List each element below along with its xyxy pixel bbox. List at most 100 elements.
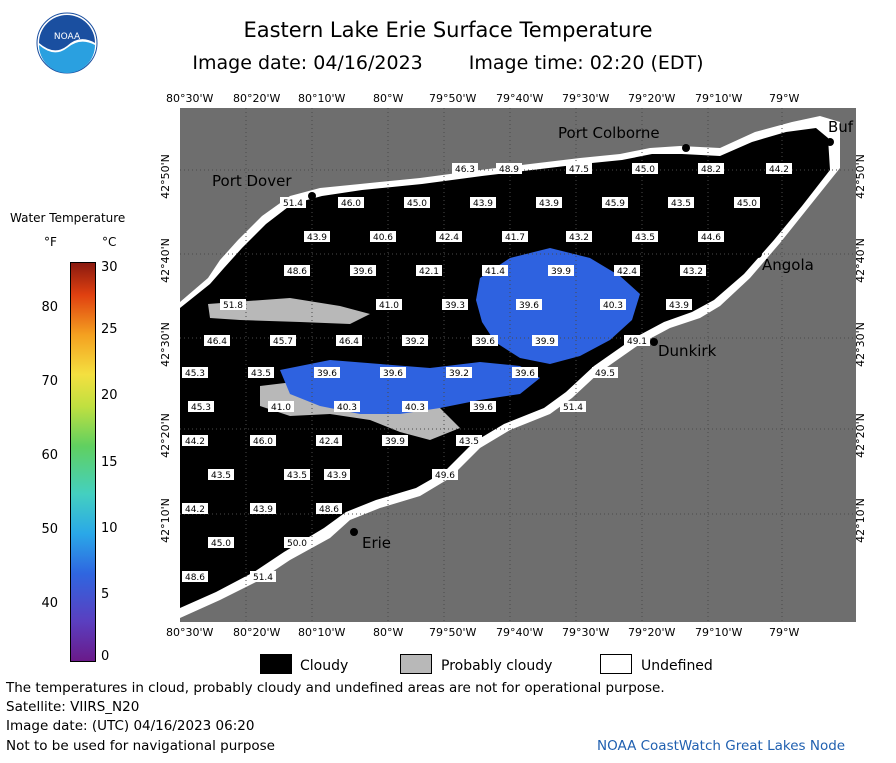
temperature-label: 39.2 <box>402 335 428 347</box>
f-tick: 50 <box>41 522 58 537</box>
temperature-label: 43.5 <box>284 469 310 481</box>
svg-text:39.6: 39.6 <box>317 369 337 379</box>
temperature-label: 43.9 <box>470 197 496 209</box>
temperature-label: 44.2 <box>182 503 208 515</box>
temperature-label: 46.3 <box>452 163 478 175</box>
svg-text:45.0: 45.0 <box>737 199 757 209</box>
svg-text:47.5: 47.5 <box>569 165 589 175</box>
lon-tick: 79°50'W <box>429 92 477 105</box>
lon-tick: 79°40'W <box>496 626 544 639</box>
svg-text:39.9: 39.9 <box>385 437 405 447</box>
temperature-label: 45.0 <box>208 537 234 549</box>
svg-text:39.6: 39.6 <box>519 301 539 311</box>
temperature-label: 45.3 <box>182 367 208 379</box>
temperature-label: 45.0 <box>404 197 430 209</box>
temperature-label: 43.9 <box>324 469 350 481</box>
city-markers <box>308 138 834 536</box>
lat-tick: 42°40'N <box>158 238 172 283</box>
temperature-label: 45.0 <box>632 163 658 175</box>
temperature-label: 39.6 <box>470 401 496 413</box>
svg-text:43.2: 43.2 <box>569 233 589 243</box>
legend-probably-cloudy-swatch <box>400 654 432 674</box>
temperature-label: 44.2 <box>182 435 208 447</box>
city-buffalo: Buf <box>828 118 854 136</box>
lon-tick: 80°30'W <box>166 92 214 105</box>
svg-text:39.2: 39.2 <box>449 369 469 379</box>
f-tick: 70 <box>41 374 58 389</box>
c-tick: 10 <box>101 521 118 536</box>
lon-tick: 80°10'W <box>298 626 346 639</box>
svg-text:48.6: 48.6 <box>287 267 307 277</box>
svg-text:39.6: 39.6 <box>475 337 495 347</box>
svg-text:51.4: 51.4 <box>283 199 303 209</box>
svg-text:49.1: 49.1 <box>627 337 647 347</box>
svg-text:39.2: 39.2 <box>405 337 425 347</box>
lon-tick: 79°30'W <box>562 92 610 105</box>
temperature-label: 41.0 <box>268 401 294 413</box>
temperature-label: 48.6 <box>182 571 208 583</box>
svg-text:44.2: 44.2 <box>185 437 205 447</box>
svg-text:43.5: 43.5 <box>287 471 307 481</box>
svg-text:43.9: 43.9 <box>253 505 273 515</box>
f-tick: 60 <box>41 448 58 463</box>
c-tick: 0 <box>101 649 110 664</box>
svg-text:44.2: 44.2 <box>769 165 789 175</box>
temperature-label: 40.3 <box>402 401 428 413</box>
f-tick: 80 <box>41 300 58 315</box>
svg-text:43.5: 43.5 <box>459 437 479 447</box>
svg-text:46.4: 46.4 <box>207 337 227 347</box>
svg-text:44.2: 44.2 <box>185 505 205 515</box>
lon-tick: 79°10'W <box>695 92 743 105</box>
svg-text:50.0: 50.0 <box>287 539 307 549</box>
temperature-label: 39.9 <box>532 335 558 347</box>
svg-text:46.3: 46.3 <box>455 165 475 175</box>
image-time: Image time: 02:20 (EDT) <box>468 52 704 74</box>
temperature-label: 42.4 <box>316 435 342 447</box>
svg-text:46.0: 46.0 <box>253 437 273 447</box>
lat-tick: 42°30'N <box>158 322 172 367</box>
svg-text:40.6: 40.6 <box>373 233 393 243</box>
temperature-label: 43.9 <box>304 231 330 243</box>
temperature-label: 39.2 <box>446 367 472 379</box>
temperature-label: 43.5 <box>668 197 694 209</box>
svg-text:46.4: 46.4 <box>339 337 359 347</box>
legend-title: Water Temperature <box>10 211 126 225</box>
svg-text:41.4: 41.4 <box>485 267 505 277</box>
lon-tick: 79°W <box>769 626 800 639</box>
temperature-label: 43.9 <box>250 503 276 515</box>
svg-text:43.2: 43.2 <box>683 267 703 277</box>
temperature-label: 45.3 <box>188 401 214 413</box>
temperature-label: 45.0 <box>734 197 760 209</box>
legend-undefined-label: Undefined <box>641 658 713 674</box>
temperature-label: 48.2 <box>698 163 724 175</box>
svg-text:43.9: 43.9 <box>473 199 493 209</box>
f-tick: 40 <box>41 596 58 611</box>
lon-tick: 80°20'W <box>233 92 281 105</box>
svg-text:51.4: 51.4 <box>253 573 273 583</box>
temperature-label: 43.5 <box>208 469 234 481</box>
c-tick: 15 <box>101 455 118 470</box>
temperature-label: 39.6 <box>516 299 542 311</box>
svg-text:39.6: 39.6 <box>473 403 493 413</box>
svg-text:46.0: 46.0 <box>341 199 361 209</box>
temperature-label: 43.2 <box>680 265 706 277</box>
svg-text:49.6: 49.6 <box>435 471 455 481</box>
svg-text:39.3: 39.3 <box>445 301 465 311</box>
svg-text:48.9: 48.9 <box>499 165 519 175</box>
lon-tick: 79°10'W <box>695 626 743 639</box>
city-angola: Angola <box>762 256 814 274</box>
svg-text:43.9: 43.9 <box>669 301 689 311</box>
lat-tick: 42°50'N <box>158 154 172 199</box>
temperature-label: 39.6 <box>472 335 498 347</box>
legend-cloudy-swatch <box>260 654 292 674</box>
temperature-label: 49.5 <box>592 367 618 379</box>
lon-tick: 79°40'W <box>496 92 544 105</box>
c-tick: 20 <box>101 388 118 403</box>
lon-tick: 80°20'W <box>233 626 281 639</box>
svg-text:40.3: 40.3 <box>603 301 623 311</box>
legend-probably-cloudy-label: Probably cloudy <box>441 658 553 674</box>
city-port-dover: Port Dover <box>212 172 292 190</box>
disclaimer: The temperatures in cloud, probably clou… <box>6 680 665 696</box>
temperature-label: 43.2 <box>566 231 592 243</box>
svg-text:51.8: 51.8 <box>223 301 243 311</box>
